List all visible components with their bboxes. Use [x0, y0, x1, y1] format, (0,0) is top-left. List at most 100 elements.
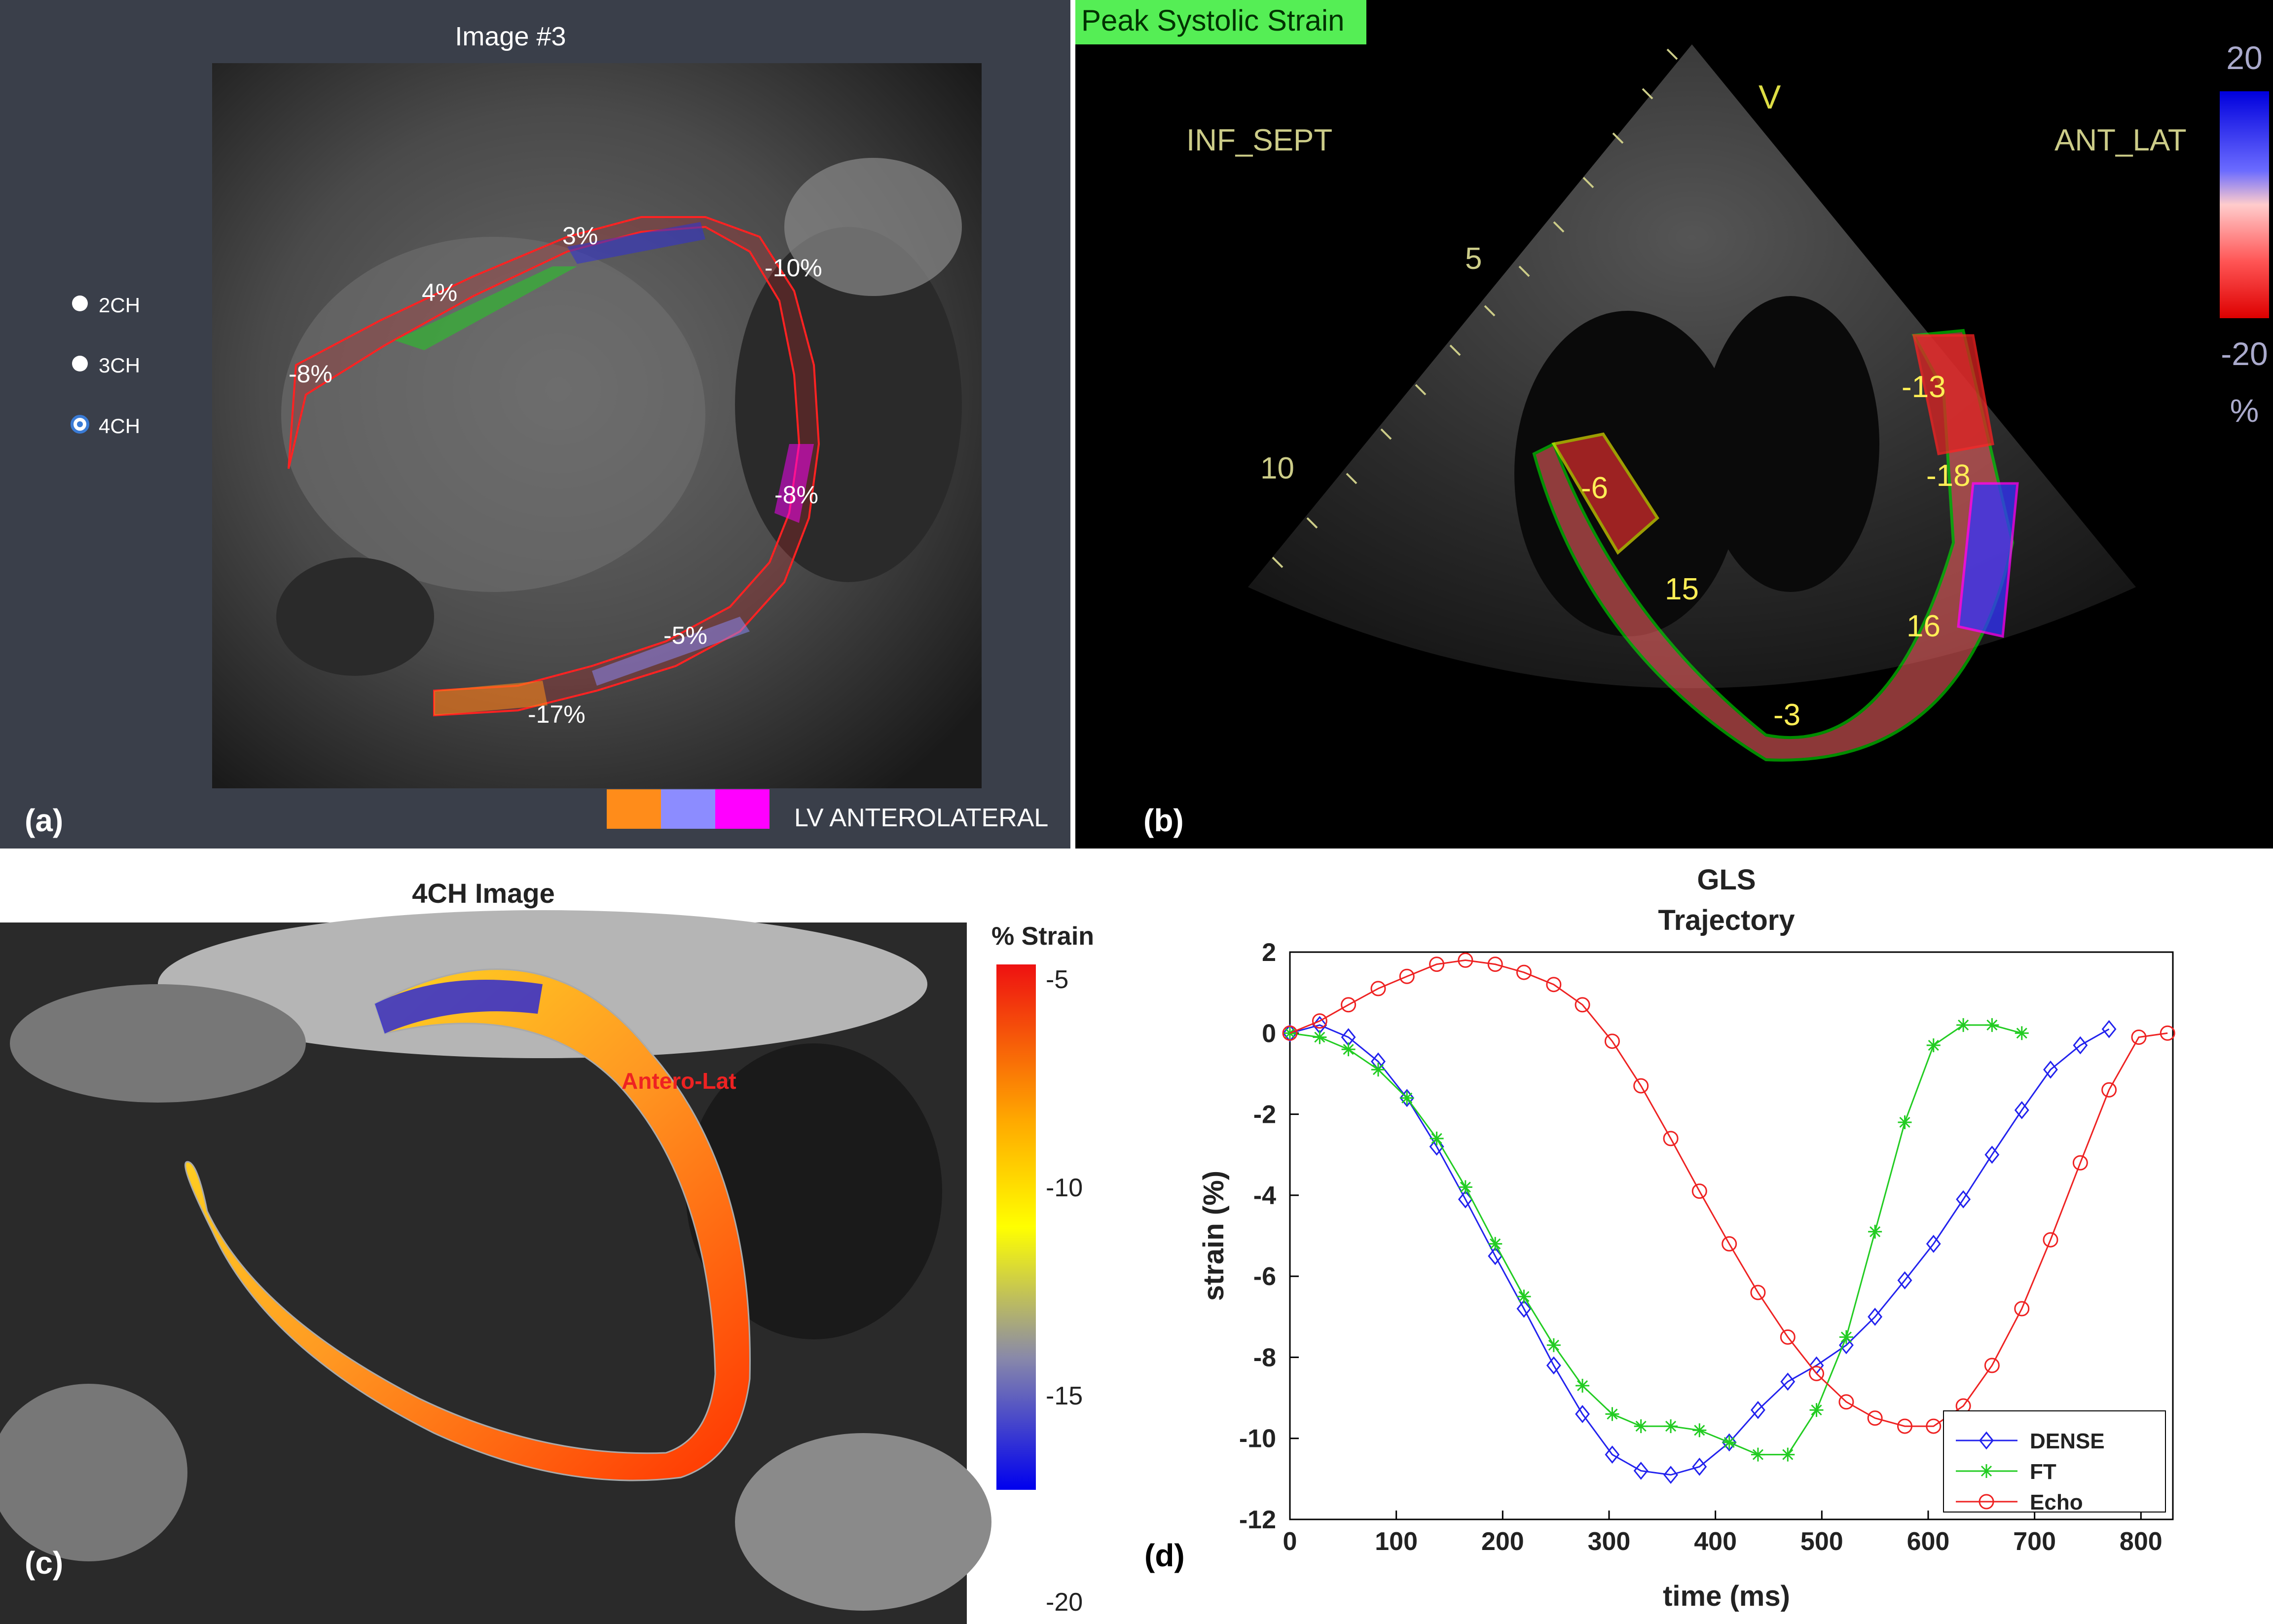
- x-tick-label: 400: [1694, 1527, 1737, 1556]
- segment-value: -13: [1902, 370, 1946, 404]
- x-tick-label: 0: [1283, 1527, 1297, 1556]
- data-point-ft: [1576, 1378, 1590, 1393]
- data-point-echo: [1487, 957, 1503, 972]
- data-point-echo: [1429, 957, 1445, 972]
- data-point-dense: [1546, 1356, 1561, 1375]
- data-point-echo: [1867, 1410, 1883, 1426]
- radio-label-3ch: 3CH: [99, 354, 140, 377]
- data-point-echo: [1575, 997, 1590, 1013]
- data-point-dense: [2043, 1060, 2058, 1079]
- data-point-echo: [1341, 997, 1356, 1013]
- data-point-dense: [1984, 1145, 2000, 1164]
- x-tick-label: 700: [2013, 1527, 2056, 1556]
- panel-label-c: (c): [25, 1545, 63, 1581]
- legend-entry: Echo: [2030, 1490, 2083, 1514]
- strain-colorbar-c: [996, 964, 1036, 1490]
- data-point-ft: [1692, 1423, 1707, 1438]
- data-point-dense: [1838, 1336, 1854, 1355]
- data-point-dense: [1897, 1271, 1912, 1290]
- series-line-ft: [1289, 1024, 2022, 1456]
- colorbar-c-title: % Strain: [991, 922, 1094, 951]
- data-point-ft: [1868, 1224, 1882, 1239]
- data-point-echo: [1633, 1078, 1649, 1094]
- segment-orange: [434, 681, 548, 715]
- data-point-ft: [1430, 1131, 1444, 1145]
- data-point-echo: [1750, 1285, 1766, 1300]
- x-tick-label: 100: [1375, 1527, 1418, 1556]
- data-point-ft: [1313, 1030, 1327, 1044]
- segment-value: -6: [1581, 471, 1608, 505]
- data-point-dense: [1692, 1457, 1707, 1476]
- panel-a: Image #3 2CH 3CH 4CH -8% 4% 3% -10% -8% …: [0, 0, 1070, 849]
- y-tick-label: -8: [1253, 1343, 1276, 1372]
- data-point-echo: [2014, 1301, 2030, 1317]
- x-tick-label: 200: [1481, 1527, 1524, 1556]
- data-point-echo: [2101, 1082, 2117, 1098]
- axis-ticks: 0 100 200 300 400 500 600 700 800 2 0 -2 -4 -6 -8 -10 -1…: [1239, 938, 2163, 1556]
- data-point-echo: [2160, 1025, 2175, 1041]
- radio-2ch[interactable]: [72, 295, 88, 311]
- data-point-dense: [1399, 1089, 1415, 1107]
- depth-ticks: [1272, 48, 1678, 568]
- x-tick-label: 800: [2120, 1527, 2163, 1556]
- colorbar-c-tick: -5: [1046, 965, 1068, 994]
- data-point-dense: [1663, 1466, 1679, 1484]
- segment-value: -3: [1773, 698, 1800, 732]
- marker-v: V: [1759, 78, 1781, 116]
- series-line-echo: [1289, 959, 2168, 1427]
- data-point-echo: [1546, 977, 1562, 993]
- segment-value: -18: [1926, 459, 1971, 493]
- y-tick-label: -2: [1253, 1101, 1276, 1129]
- radio-4ch-dot: [77, 421, 83, 427]
- data-point-dense: [1956, 1190, 1971, 1209]
- segment-label: -8%: [289, 360, 332, 388]
- radio-3ch[interactable]: [72, 356, 88, 371]
- data-point-ft: [1926, 1038, 1941, 1052]
- data-point-dense: [1488, 1247, 1503, 1265]
- y-tick-label: 2: [1262, 938, 1276, 967]
- data-point-echo: [2131, 1030, 2147, 1045]
- panel-label-b: (b): [1143, 803, 1184, 838]
- data-point-dense: [2073, 1036, 2088, 1055]
- chart-subtitle: Trajectory: [1658, 904, 1795, 936]
- chart-title: GLS: [1697, 864, 1756, 896]
- data-point-ft: [1985, 1018, 1999, 1032]
- series-line-dense: [1289, 1024, 2110, 1476]
- segment-blue: [567, 222, 705, 264]
- segment-blue-magenta: [1957, 482, 2019, 638]
- y-tick-label: -4: [1253, 1181, 1276, 1210]
- gls-chart: 0 100 200 300 400 500 600 700 800 2 0 -2 -4 -6 -8 -10 -1…: [1144, 864, 2175, 1612]
- data-point-ft: [1781, 1447, 1795, 1462]
- myocardium-c: [184, 968, 751, 1481]
- segment-label: 4%: [422, 279, 457, 306]
- legend-entry: DENSE: [2030, 1429, 2105, 1453]
- depth-mark: 10: [1260, 451, 1294, 485]
- data-point-echo: [1370, 981, 1386, 997]
- segment-magenta: [774, 444, 814, 523]
- data-point-ft: [1488, 1237, 1503, 1251]
- legend-swatch-magenta: [715, 789, 770, 829]
- data-point-dense: [2014, 1101, 2029, 1119]
- y-axis-label: strain (%): [1198, 1171, 1230, 1301]
- segment-value: 16: [1906, 609, 1941, 643]
- data-point-ft: [1458, 1180, 1472, 1194]
- segment-label: -10%: [765, 254, 822, 282]
- x-axis-label: time (ms): [1663, 1580, 1790, 1612]
- banner-box: [1075, 0, 1366, 44]
- segment-value: 15: [1665, 572, 1699, 606]
- legend-box: [1943, 1410, 2166, 1513]
- legend-marker: [1979, 1494, 1994, 1510]
- legend: DENSE FT Echo: [1956, 1429, 2105, 1514]
- series-group: [1282, 952, 2175, 1484]
- colorbar-bottom-label: -20: [2221, 335, 2268, 372]
- data-point-echo: [1312, 1013, 1327, 1029]
- x-tick-label: 600: [1907, 1527, 1950, 1556]
- data-point-echo: [1691, 1183, 1707, 1199]
- data-point-dense: [2101, 1020, 2117, 1038]
- colorbar-c-tick: -20: [1046, 1588, 1083, 1617]
- legend-swatch-lilac: [661, 789, 715, 829]
- colorbar-top-label: 20: [2226, 39, 2262, 76]
- data-point-ft: [1634, 1419, 1648, 1434]
- data-point-echo: [1780, 1329, 1796, 1345]
- data-point-dense: [1516, 1299, 1532, 1318]
